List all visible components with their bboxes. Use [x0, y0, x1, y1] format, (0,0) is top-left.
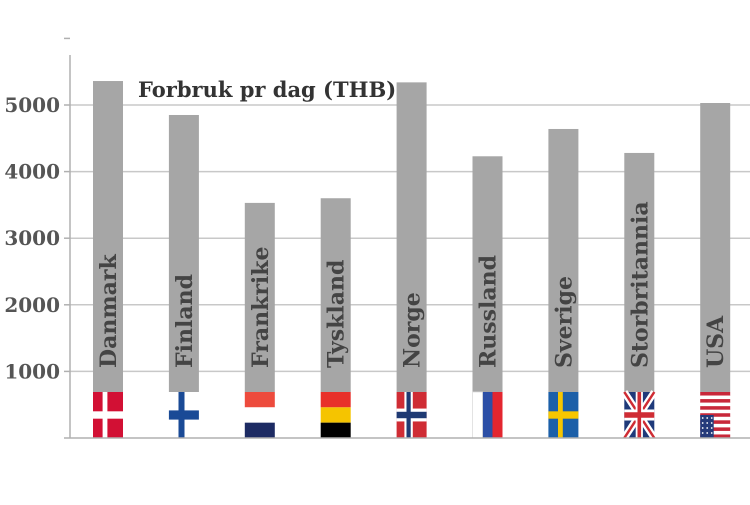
bar	[244, 202, 275, 392]
bar-label: Russland	[476, 255, 502, 368]
bar	[624, 152, 655, 392]
y-tick-label: 3000	[4, 226, 60, 250]
y-tick-label: 5000	[4, 93, 60, 117]
bar	[320, 198, 351, 392]
germany-flag-icon	[320, 392, 351, 438]
denmark-flag-icon	[93, 392, 123, 438]
bar-label: Frankrike	[248, 246, 274, 368]
bar-label: Norge	[400, 292, 426, 368]
uk-flag-icon	[621, 390, 658, 440]
bar	[548, 128, 579, 392]
bar	[700, 103, 731, 392]
france-flag-icon	[244, 392, 275, 438]
bar-label: Storbritannia	[627, 201, 653, 368]
sweden-flag-icon	[548, 392, 579, 438]
bar	[472, 156, 503, 392]
bar-label: USA	[703, 315, 729, 368]
finland-flag-icon	[168, 392, 199, 438]
y-tick-label: 4000	[4, 160, 60, 184]
bar	[168, 114, 199, 393]
norway-flag-icon	[396, 392, 427, 438]
bar-label: Sverige	[551, 276, 577, 368]
bar-label: Danmark	[96, 254, 122, 368]
bar	[93, 81, 123, 393]
usa-flag-icon	[700, 392, 731, 439]
bar-label: Finland	[172, 274, 198, 368]
bar	[396, 82, 427, 392]
y-tick-label: 2000	[4, 293, 60, 317]
chart-title: Forbruk pr dag (THB)	[138, 77, 396, 102]
bar-label: Tyskland	[324, 260, 350, 368]
russia-flag-icon	[472, 391, 503, 439]
y-tick-label: 1000	[4, 359, 60, 383]
